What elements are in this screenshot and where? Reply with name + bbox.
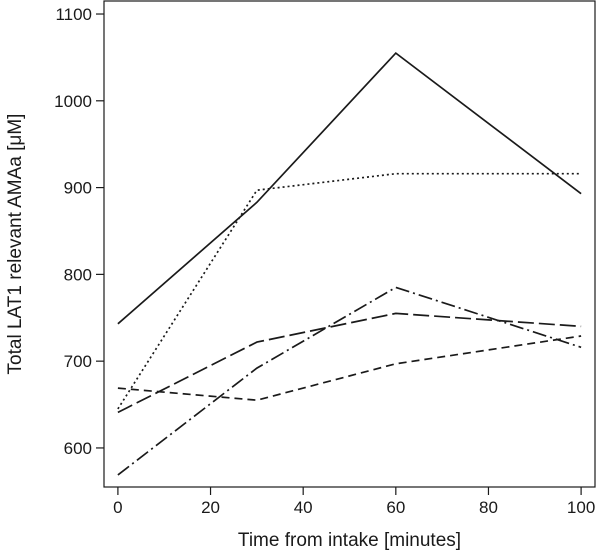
series-line-long-dash [117,312,582,414]
y-axis-label: Total LAT1 relevant AMAa [μM] [5,114,26,375]
y-tick-label: 800 [64,265,92,284]
series-line-dotted [117,172,582,410]
y-tick-label: 1000 [54,92,92,111]
x-tick-label: 60 [386,498,405,517]
x-tick-label: 20 [201,498,220,517]
plot-frame [103,0,596,488]
y-tick-label: 700 [64,352,92,371]
series-layer [117,51,582,476]
y-tick-label: 900 [64,179,92,198]
x-axis-label: Time from intake [minutes] [238,530,461,551]
x-tick-label: 0 [113,498,122,517]
x-tick-label: 80 [479,498,498,517]
x-axis: 0 20 40 60 80 100 [113,487,595,517]
series-line-solid [117,51,582,325]
y-tick-label: 600 [64,439,92,458]
x-tick-label: 40 [294,498,313,517]
y-axis: 600 700 800 900 1000 1100 [54,5,104,458]
x-tick-label: 100 [567,498,595,517]
series-line-dash-dot [117,286,582,476]
y-tick-label: 1100 [55,5,92,24]
series-line-short-dash [117,335,582,402]
